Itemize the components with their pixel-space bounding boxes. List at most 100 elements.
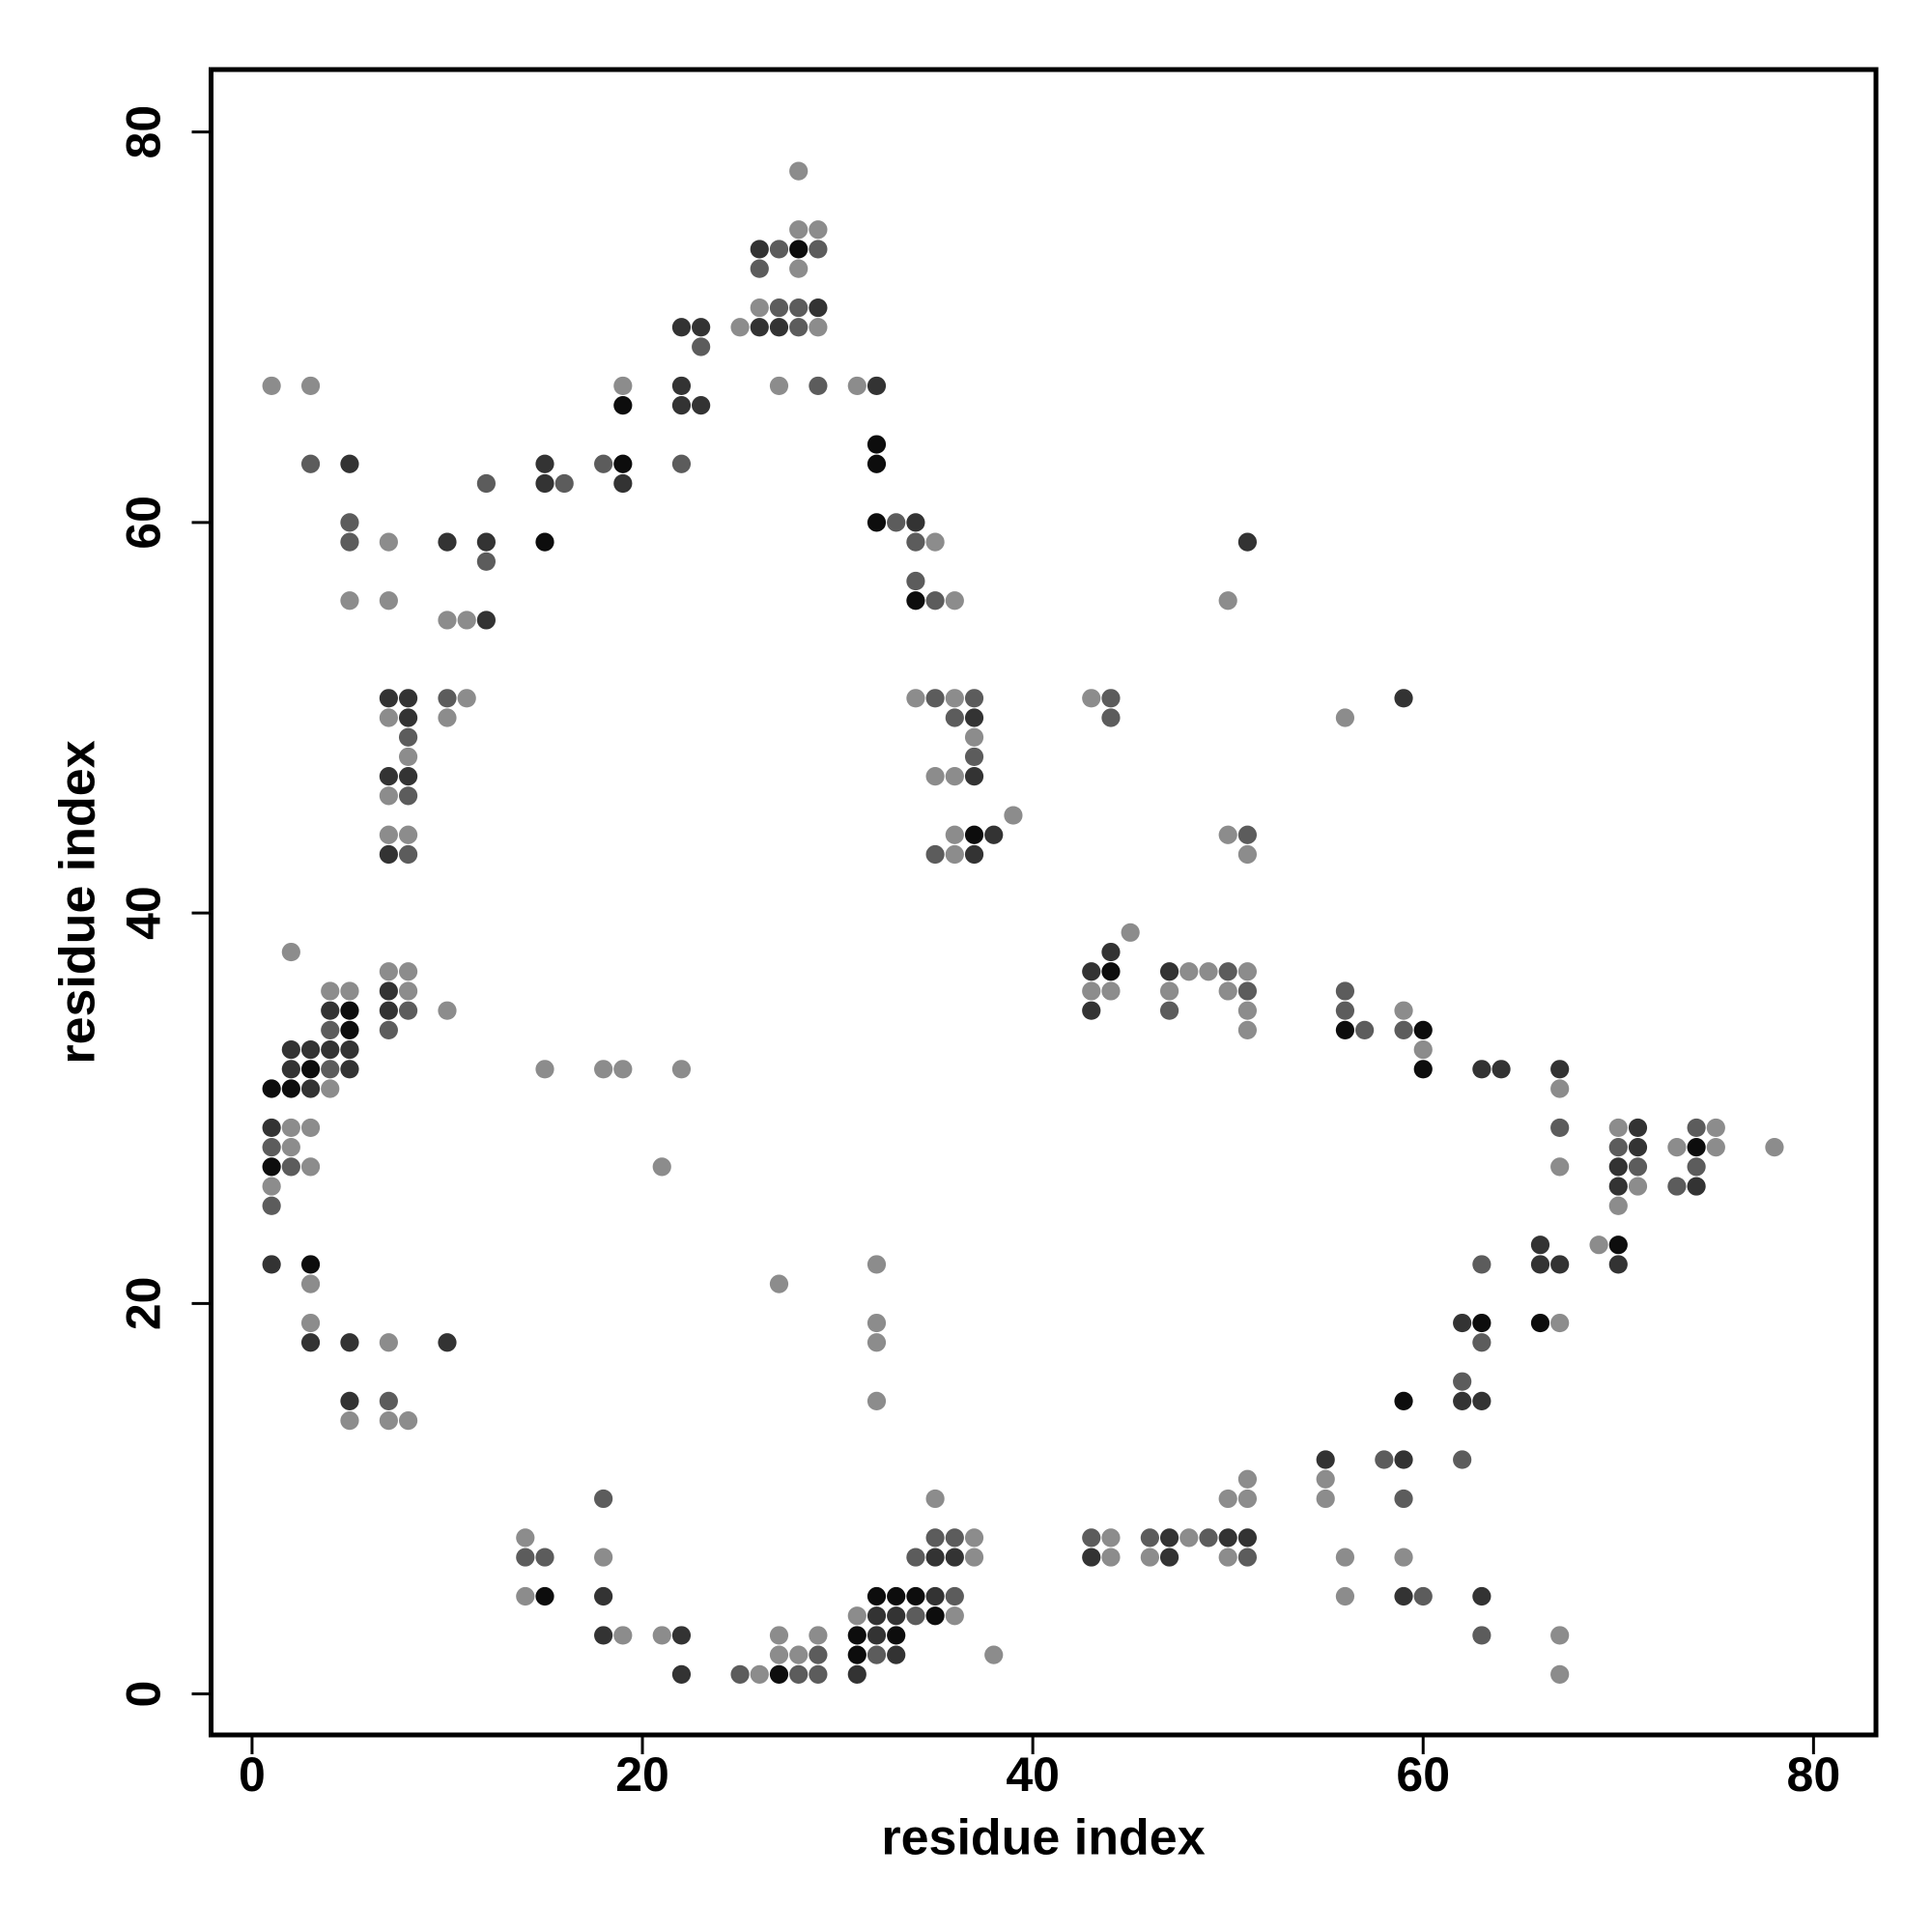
point [1121,923,1140,942]
point [925,1489,945,1509]
point [300,1157,321,1177]
point [594,1489,613,1509]
point [750,298,769,318]
point [1335,708,1355,727]
point [379,844,398,865]
point [1159,1001,1179,1020]
point [867,454,887,473]
point [1237,962,1257,981]
point [1667,1177,1687,1196]
point [867,1645,887,1664]
point [398,689,418,708]
point [750,240,769,259]
point [1237,1001,1257,1020]
point [692,337,711,356]
point [398,1411,418,1431]
point [379,786,398,806]
point [1394,1001,1413,1020]
point [925,1548,945,1567]
point [262,1177,281,1196]
point [379,1333,398,1352]
y-tick-label: 0 [117,1681,171,1708]
point [867,435,887,454]
point [1608,1196,1628,1215]
point [1550,1060,1570,1079]
point [809,1664,828,1684]
point [1608,1255,1628,1274]
point [906,591,925,611]
point [554,473,574,494]
point [692,318,711,337]
point [1472,1586,1492,1606]
point [769,1274,789,1293]
point [1218,1489,1237,1509]
point [281,942,300,962]
point [1765,1138,1784,1157]
point [1550,1313,1570,1333]
point [1628,1177,1648,1196]
point [281,1138,300,1157]
point [847,1626,867,1645]
point [1608,1236,1628,1255]
y-axis-label: residue index [50,740,106,1064]
point [945,767,964,786]
point [1453,1313,1472,1333]
point [398,981,418,1001]
point [1140,1548,1159,1567]
point [789,259,809,278]
point [594,454,613,473]
point [340,1333,359,1352]
point [379,981,398,1001]
point [457,611,476,630]
point [809,240,828,259]
point [398,767,418,786]
point [1453,1450,1472,1469]
point [613,1626,633,1645]
point [769,318,789,337]
point [906,689,925,708]
point [340,532,359,552]
point [1394,1020,1413,1039]
point [281,1118,300,1138]
point [1159,981,1179,1001]
point [438,611,457,630]
point [321,1020,340,1039]
point [613,376,633,396]
point [1472,1255,1492,1274]
point [925,767,945,786]
point [1550,1118,1570,1138]
point [398,727,418,747]
point [340,1391,359,1410]
point [789,318,809,337]
point [809,1645,828,1664]
y-tick-label: 80 [117,105,171,159]
point [1335,1586,1355,1606]
point [340,1039,359,1060]
point [964,727,984,747]
point [671,1626,692,1645]
point [1218,981,1237,1001]
point [340,454,359,473]
point [1530,1255,1550,1274]
point [516,1528,535,1548]
point [300,1079,321,1098]
point [379,532,398,552]
point [379,689,398,708]
point [438,708,457,727]
point [535,1548,554,1567]
x-axis-label: residue index [881,1810,1205,1866]
point [1550,1079,1570,1098]
point [1237,825,1257,844]
point [1316,1450,1335,1469]
point [379,708,398,727]
point [984,825,1004,844]
point [379,825,398,844]
point [809,318,828,337]
point [1453,1391,1472,1410]
point [750,259,769,278]
point [262,1118,281,1138]
point [594,1586,613,1606]
point [671,454,692,473]
point [809,220,828,240]
point [438,1333,457,1352]
